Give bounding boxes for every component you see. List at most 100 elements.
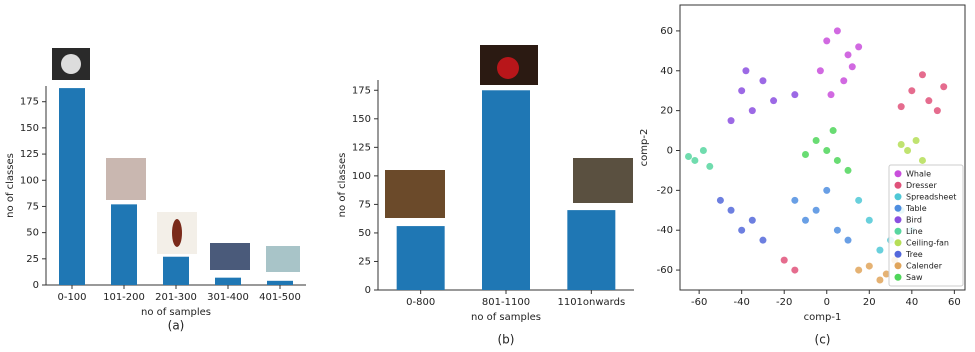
thumbnail [497, 57, 519, 79]
point [691, 157, 698, 164]
legend-marker [895, 274, 902, 281]
bar [163, 257, 189, 285]
thumbnail [573, 158, 633, 203]
thumbnail [106, 158, 146, 200]
x-tick-label: 201-300 [155, 292, 197, 303]
point [759, 237, 766, 244]
point [830, 127, 837, 134]
point [908, 87, 915, 94]
x-tick-label: 1101onwards [557, 297, 625, 308]
y-tick-label: -60 [657, 265, 673, 276]
point [802, 151, 809, 158]
point [845, 51, 852, 58]
thumbnail [210, 243, 250, 270]
point [849, 63, 856, 70]
caption: (b) [498, 333, 515, 347]
legend-marker [895, 239, 902, 246]
point [738, 227, 745, 234]
point [813, 137, 820, 144]
point [791, 197, 798, 204]
point [919, 157, 926, 164]
y-tick-label: -40 [657, 225, 673, 236]
bar [567, 210, 615, 290]
y-axis-label: no of classes [337, 153, 348, 218]
x-tick-label: 0 [824, 297, 830, 308]
y-tick-label: 125 [352, 142, 371, 153]
bar [482, 90, 530, 290]
point [823, 187, 830, 194]
page: {"chart_data": [ {"type": "bar", "catego… [0, 0, 975, 352]
thumbnail [385, 170, 445, 218]
x-axis-label: comp-1 [804, 312, 842, 323]
point [855, 267, 862, 274]
point [717, 197, 724, 204]
point [759, 77, 766, 84]
point [817, 67, 824, 74]
y-tick-label: 75 [358, 199, 371, 210]
point [828, 91, 835, 98]
point [845, 237, 852, 244]
y-tick-label: 50 [358, 228, 371, 239]
point [913, 137, 920, 144]
legend-label: Table [905, 204, 927, 213]
legend-label: Spreadsheet [906, 192, 956, 201]
point [845, 167, 852, 174]
point [749, 217, 756, 224]
x-tick-label: 60 [948, 297, 961, 308]
y-axis-label: no of classes [5, 153, 16, 218]
caption: (a) [168, 319, 185, 333]
x-tick-label: -20 [776, 297, 792, 308]
bar [111, 204, 137, 285]
x-tick-label: 0-800 [406, 297, 435, 308]
legend-marker [895, 262, 902, 269]
thumbnail [61, 54, 81, 74]
x-tick-label: 20 [863, 297, 876, 308]
point [904, 147, 911, 154]
y-tick-label: 150 [352, 114, 371, 125]
y-tick-label: 60 [660, 26, 673, 37]
x-tick-label: 101-200 [103, 292, 145, 303]
point [685, 153, 692, 160]
legend-label: Calender [906, 261, 943, 270]
y-tick-label: 100 [20, 175, 39, 186]
caption: (c) [815, 333, 831, 347]
point [834, 227, 841, 234]
point [700, 147, 707, 154]
point [728, 207, 735, 214]
y-tick-label: 175 [352, 85, 371, 96]
legend-label: Whale [906, 169, 931, 178]
legend-marker [895, 170, 902, 177]
x-tick-label: 40 [905, 297, 918, 308]
legend-marker [895, 251, 902, 258]
point [728, 117, 735, 124]
x-tick-label: 301-400 [207, 292, 249, 303]
legend-marker [895, 216, 902, 223]
y-tick-label: 0 [365, 285, 371, 296]
point [866, 217, 873, 224]
point [876, 247, 883, 254]
thumbnail [266, 246, 300, 272]
point [738, 87, 745, 94]
point [742, 67, 749, 74]
y-tick-label: 40 [660, 66, 673, 77]
bar [267, 281, 293, 285]
legend-label: Tree [905, 250, 923, 259]
y-tick-label: 25 [358, 256, 371, 267]
x-tick-label: -60 [691, 297, 707, 308]
y-tick-label: 125 [20, 149, 39, 160]
bar [59, 88, 85, 285]
legend-marker [895, 205, 902, 212]
point [934, 107, 941, 114]
point [940, 83, 947, 90]
point [823, 147, 830, 154]
point [834, 157, 841, 164]
point [925, 97, 932, 104]
y-tick-label: 175 [20, 97, 39, 108]
legend-marker [895, 182, 902, 189]
x-tick-label: 401-500 [259, 292, 301, 303]
point [855, 43, 862, 50]
legend-marker [895, 193, 902, 200]
bar [397, 226, 445, 290]
y-tick-label: -20 [657, 185, 673, 196]
y-tick-label: 75 [26, 201, 39, 212]
